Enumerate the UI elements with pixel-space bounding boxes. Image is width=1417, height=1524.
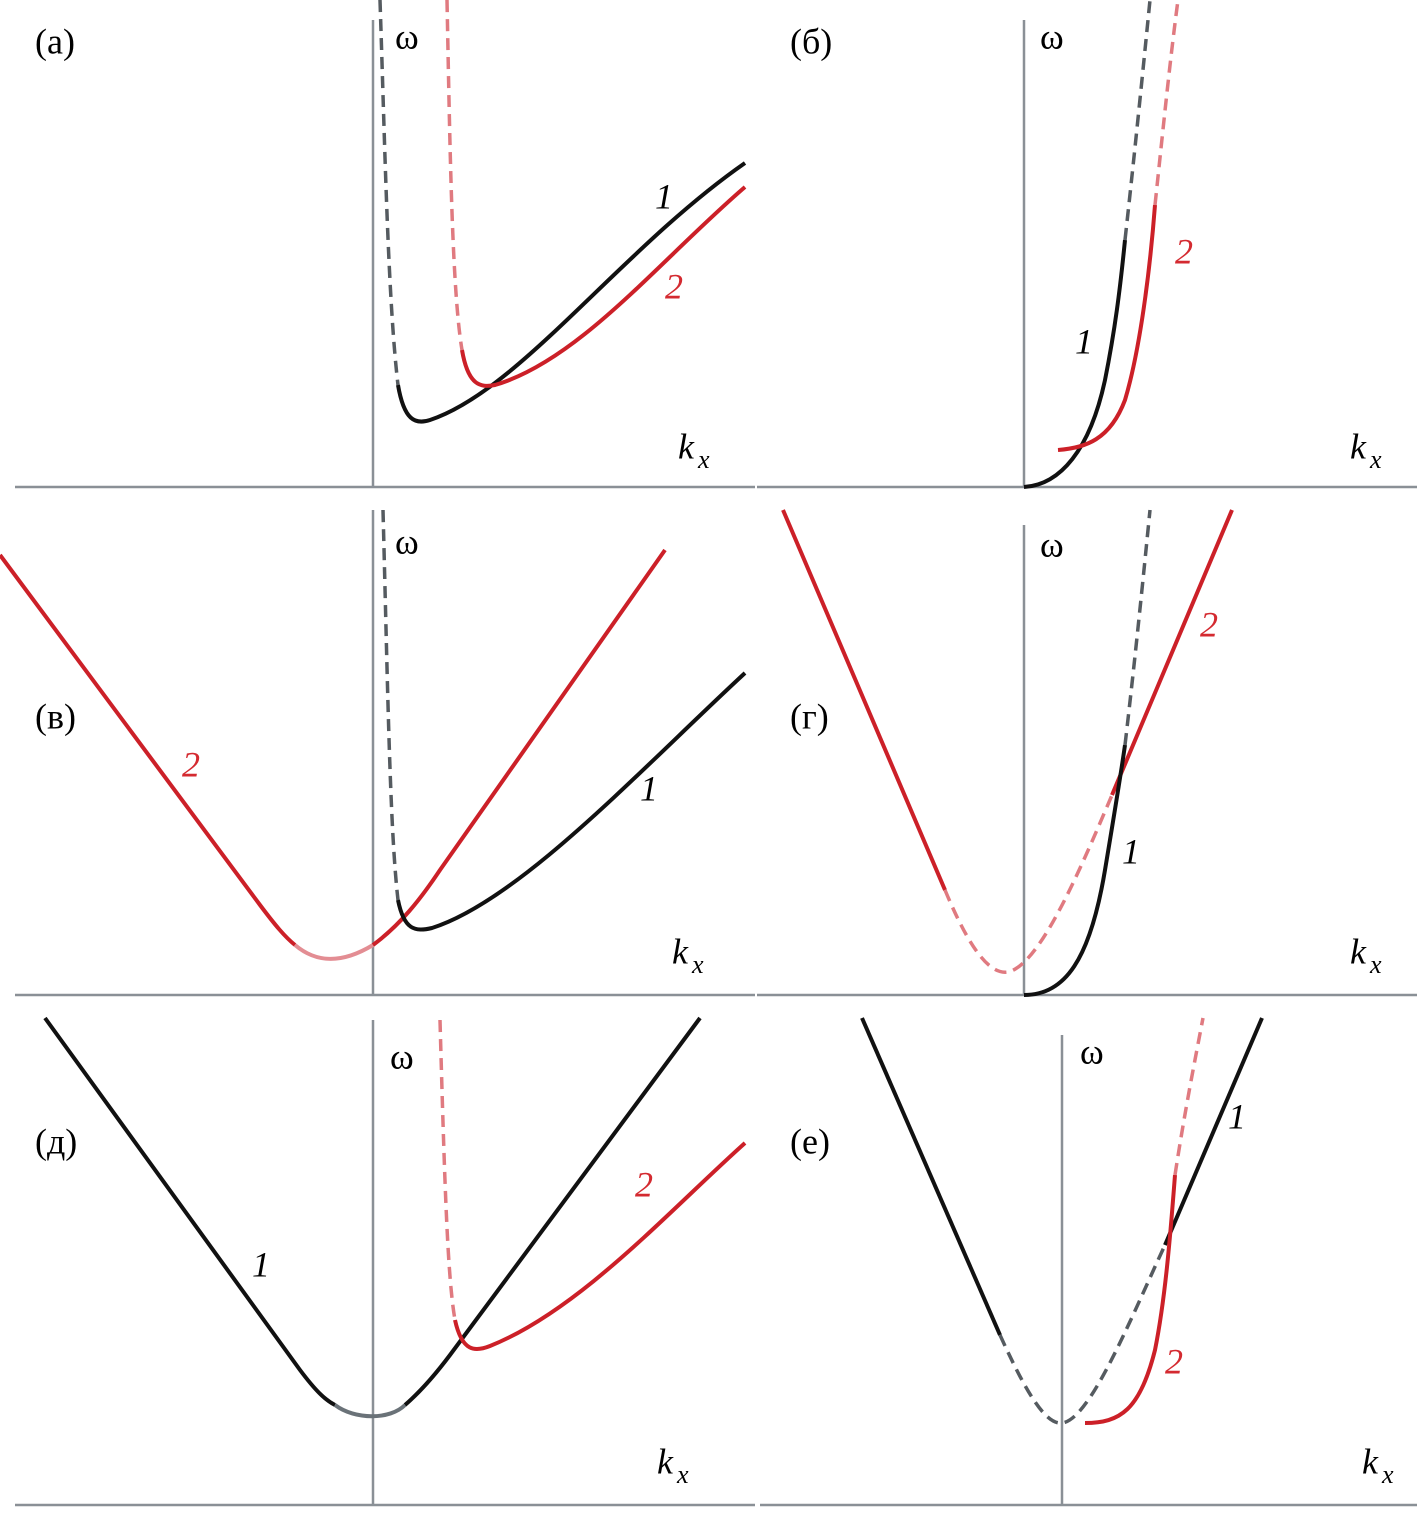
curve-1 bbox=[396, 671, 747, 932]
axes bbox=[15, 1020, 755, 1507]
panel-v: (в) ω k x 1 2 bbox=[0, 509, 755, 997]
curve-label: 1 bbox=[1228, 1096, 1246, 1136]
curve-label: 2 bbox=[1200, 604, 1218, 644]
curve-2-dashed bbox=[1153, 0, 1180, 206]
y-axis-label: ω bbox=[390, 1036, 414, 1076]
panel-a: (а) ω k x 1 2 bbox=[15, 0, 755, 489]
curve-label: 1 bbox=[252, 1244, 270, 1284]
curve-2-dashed bbox=[1173, 1017, 1205, 1176]
curve-2-right bbox=[1110, 509, 1234, 796]
curve-2-dashed bbox=[943, 794, 1114, 974]
y-axis-label: ω bbox=[395, 521, 419, 561]
x-axis-subscript: x bbox=[691, 950, 704, 979]
panel-d: (д) ω k x 1 2 bbox=[15, 1016, 755, 1507]
curve-label: 2 bbox=[665, 266, 683, 306]
x-axis-label: k bbox=[1362, 1441, 1379, 1481]
curve-1-right bbox=[403, 1016, 702, 1407]
curve-1 bbox=[396, 161, 747, 424]
x-axis-label: k bbox=[1350, 931, 1367, 971]
curve-1-dashed bbox=[998, 1244, 1167, 1425]
curve-label: 2 bbox=[635, 1164, 653, 1204]
curve-2 bbox=[460, 185, 747, 388]
curve-label: 1 bbox=[1122, 831, 1140, 871]
curve-2-dashed bbox=[438, 1019, 457, 1321]
curve-1-left bbox=[860, 1017, 1002, 1336]
curve-2-right bbox=[371, 548, 667, 947]
curve-1 bbox=[1023, 744, 1127, 997]
axes bbox=[15, 510, 755, 997]
panel-label: (в) bbox=[35, 696, 76, 736]
axes bbox=[757, 20, 1417, 489]
curve-2 bbox=[1084, 1174, 1177, 1425]
curve-1-dashed bbox=[1123, 509, 1152, 746]
curve-2 bbox=[453, 1141, 747, 1351]
curve-2 bbox=[1057, 204, 1157, 452]
panel-label: (д) bbox=[35, 1121, 77, 1161]
x-axis-subscript: x bbox=[697, 445, 710, 474]
panel-label: (б) bbox=[790, 21, 832, 61]
x-axis-label: k bbox=[672, 931, 689, 971]
x-axis-label: k bbox=[657, 1441, 674, 1481]
x-axis-subscript: x bbox=[676, 1460, 689, 1489]
curve-label: 1 bbox=[640, 768, 658, 808]
curve-1-dashed bbox=[1123, 0, 1152, 241]
x-axis-label: k bbox=[678, 426, 695, 466]
curve-1-dashed bbox=[378, 0, 400, 386]
curve-label: 2 bbox=[1175, 231, 1193, 271]
curve-label: 2 bbox=[182, 744, 200, 784]
panel-e: (е) ω k x 1 2 bbox=[760, 1017, 1417, 1507]
x-axis-subscript: x bbox=[1369, 445, 1382, 474]
axes bbox=[15, 20, 755, 489]
curve-1-dashed bbox=[381, 509, 400, 901]
curve-2-left bbox=[0, 553, 297, 947]
curve-1-min bbox=[333, 1403, 407, 1419]
axes bbox=[757, 525, 1417, 997]
curve-1-left bbox=[43, 1016, 336, 1407]
curve-2-left bbox=[781, 509, 947, 891]
panel-label: (а) bbox=[35, 21, 75, 61]
curve-label: 1 bbox=[655, 176, 673, 216]
curve-label: 2 bbox=[1165, 1341, 1183, 1381]
panel-g: (г) ω k x 1 2 bbox=[757, 509, 1417, 997]
x-axis-subscript: x bbox=[1369, 950, 1382, 979]
panel-b: (б) ω k x 1 2 bbox=[757, 0, 1417, 489]
panel-label: (е) bbox=[790, 1121, 830, 1161]
curve-label: 1 bbox=[1075, 321, 1093, 361]
curve-2-min bbox=[293, 943, 375, 961]
y-axis-label: ω bbox=[395, 16, 419, 56]
curve-1-right bbox=[1163, 1017, 1264, 1246]
axes bbox=[760, 1035, 1417, 1507]
x-axis-label: k bbox=[1350, 426, 1367, 466]
x-axis-subscript: x bbox=[1381, 1460, 1394, 1489]
y-axis-label: ω bbox=[1040, 16, 1064, 56]
curve-1 bbox=[1023, 239, 1127, 489]
y-axis-label: ω bbox=[1080, 1031, 1104, 1071]
curve-2-dashed bbox=[445, 0, 464, 351]
panel-label: (г) bbox=[790, 696, 829, 736]
y-axis-label: ω bbox=[1040, 524, 1064, 564]
